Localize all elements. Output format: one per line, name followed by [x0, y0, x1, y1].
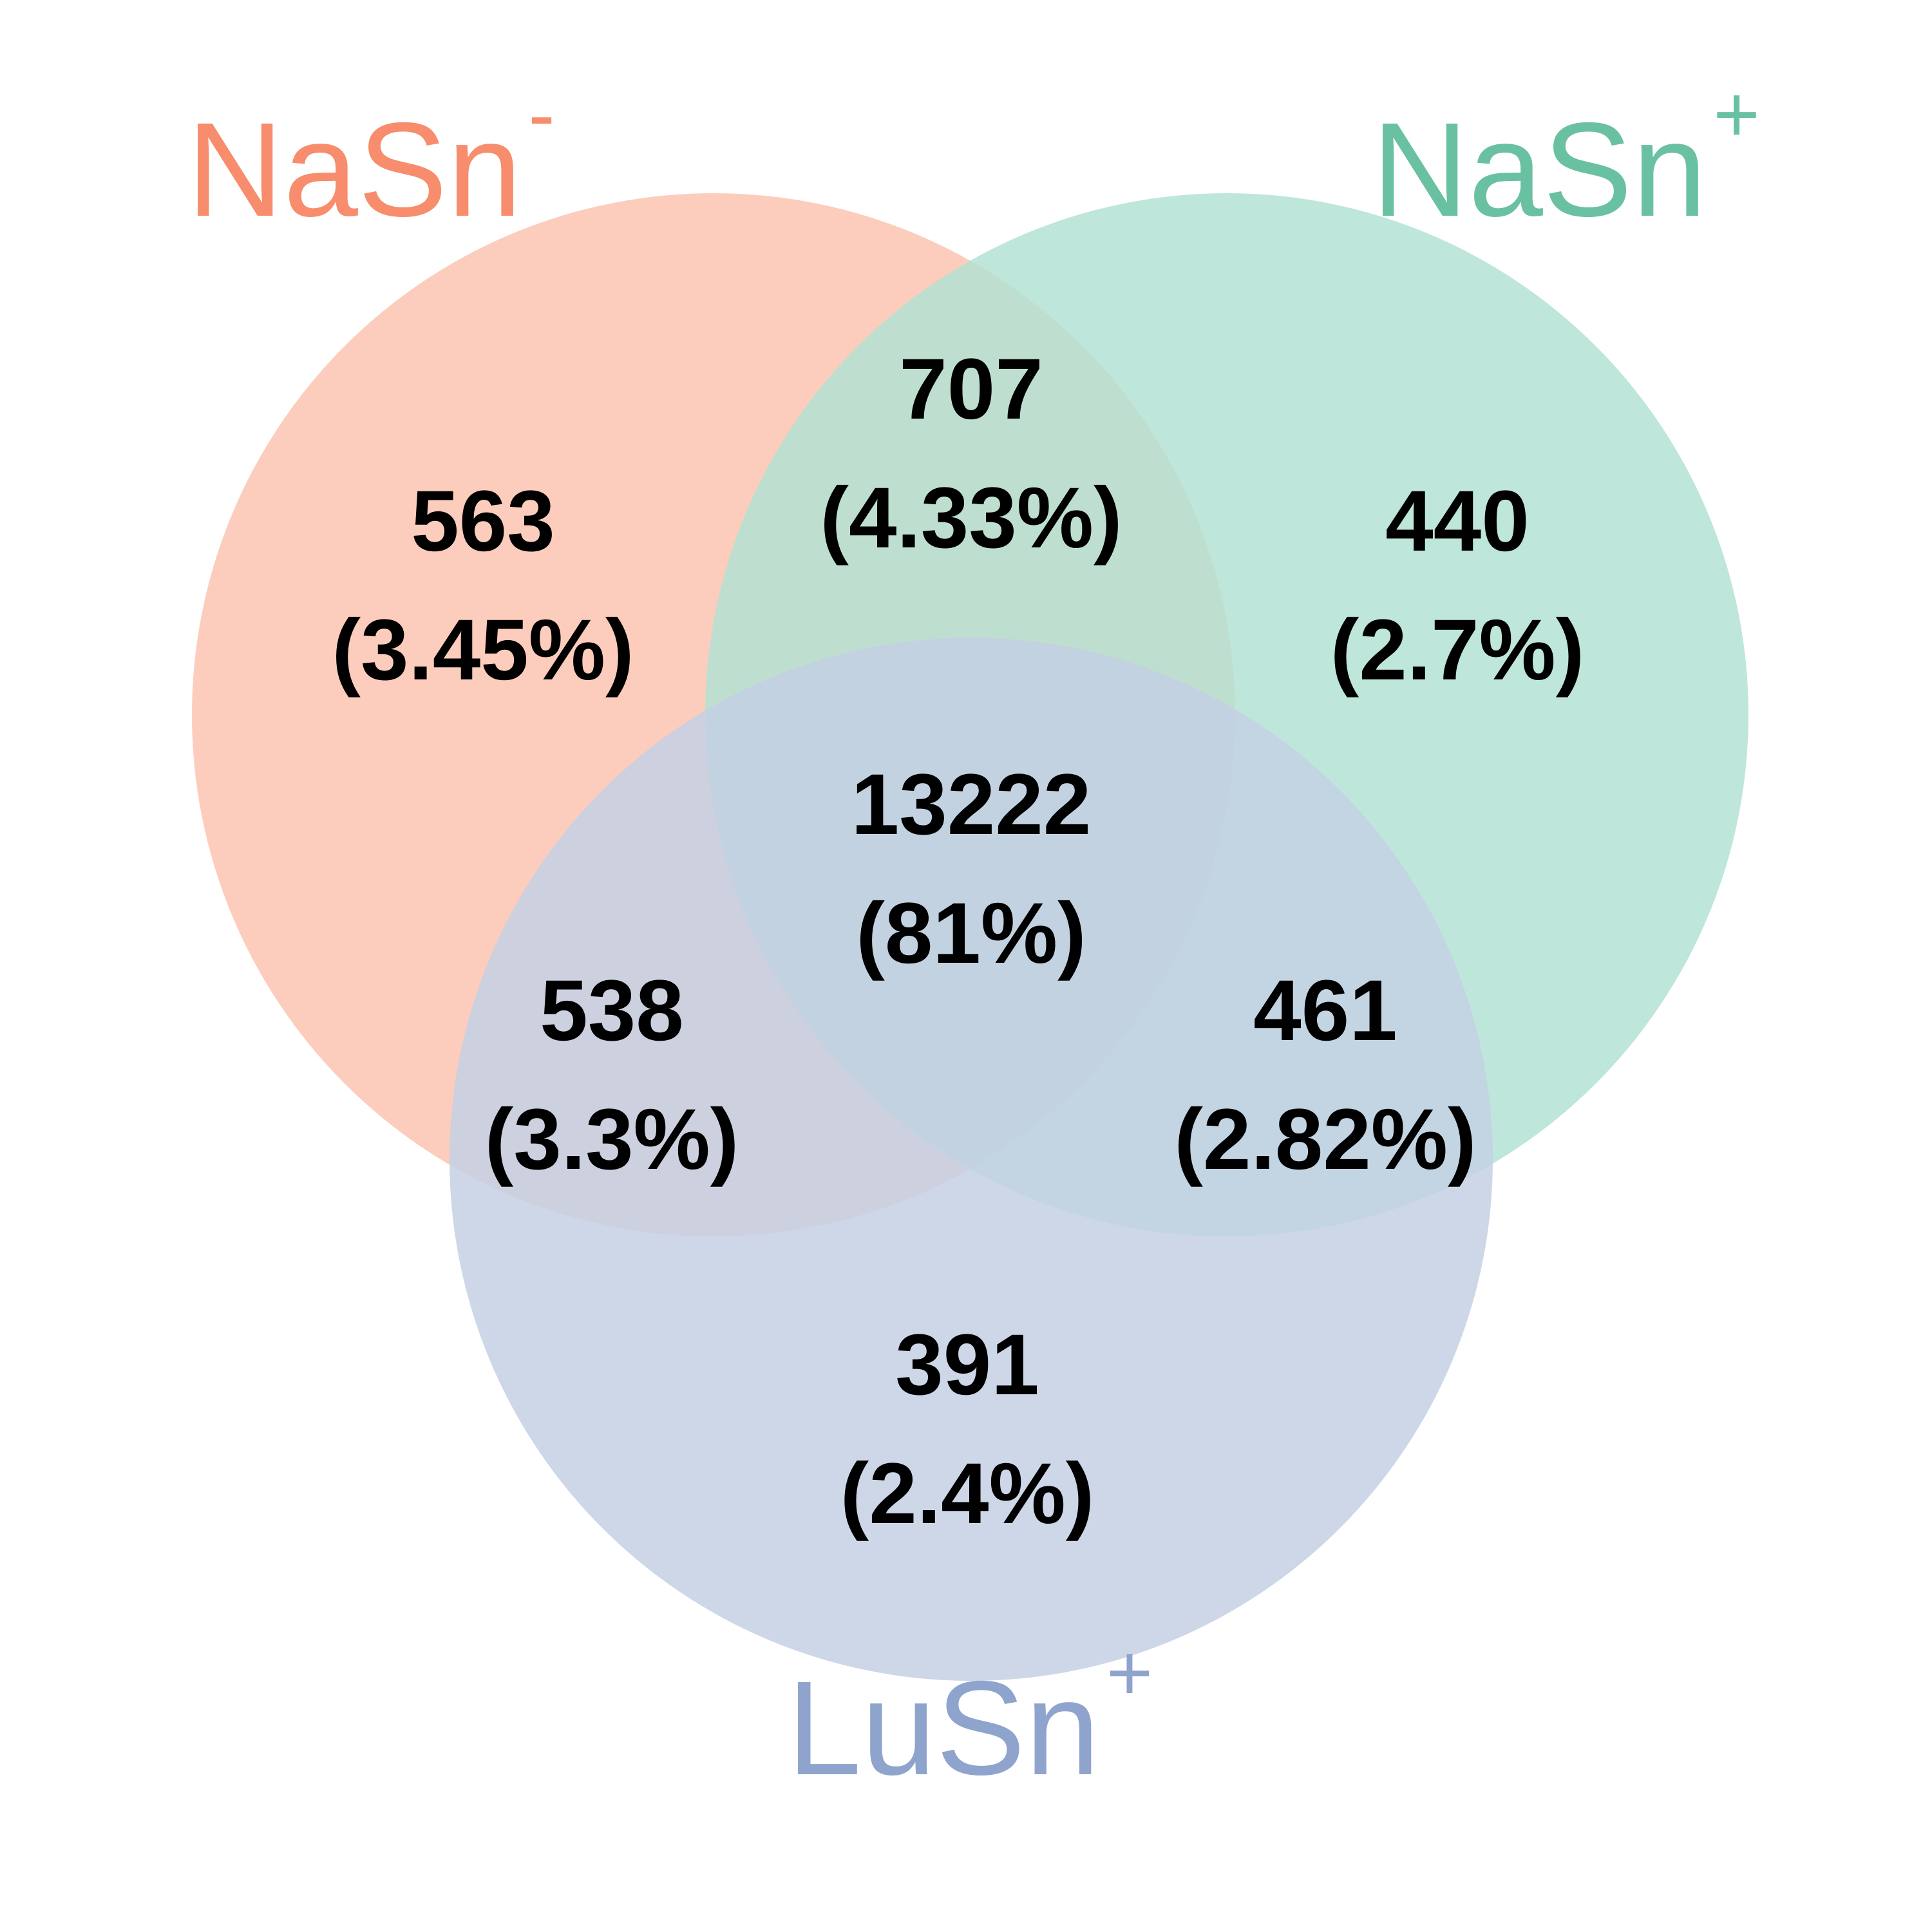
- region-ab-percent: (4.33%): [820, 470, 1122, 566]
- set-label-nasn-plus: NaSn+: [1372, 70, 1760, 245]
- region-c-only-percent: (2.4%): [840, 1446, 1095, 1542]
- region-c-only-count: 391: [895, 1317, 1039, 1413]
- set-label-name: NaSn: [1372, 95, 1707, 245]
- region-ac-percent: (3.3%): [485, 1092, 739, 1188]
- set-circle-lusn-plus: [450, 638, 1493, 1681]
- venn-circles: [192, 193, 1748, 1681]
- region-abc-count: 13222: [851, 757, 1092, 853]
- region-bc-count: 461: [1253, 963, 1397, 1059]
- set-label-lusn-plus: LuSn+: [787, 1629, 1153, 1803]
- set-label-name: NaSn: [187, 95, 522, 245]
- region-a-only-percent: (3.45%): [332, 602, 634, 698]
- region-labels: 563 (3.45%) 707 (4.33%) 440 (2.7%) 13222…: [332, 341, 1584, 1542]
- set-labels: NaSn- NaSn+ LuSn+: [187, 70, 1760, 1803]
- region-bc-percent: (2.82%): [1174, 1092, 1476, 1188]
- region-ac-count: 538: [540, 963, 684, 1059]
- region-b-only-count: 440: [1385, 473, 1530, 569]
- set-label-superscript: -: [528, 70, 554, 159]
- region-abc-percent: (81%): [856, 886, 1086, 981]
- set-label-name: LuSn: [787, 1654, 1100, 1803]
- set-label-nasn-minus: NaSn-: [187, 70, 555, 245]
- region-a-only-count: 563: [411, 473, 555, 569]
- region-b-only-percent: (2.7%): [1331, 602, 1585, 698]
- set-label-superscript: +: [1713, 70, 1759, 159]
- set-label-superscript: +: [1106, 1629, 1153, 1718]
- region-ab-count: 707: [899, 341, 1043, 437]
